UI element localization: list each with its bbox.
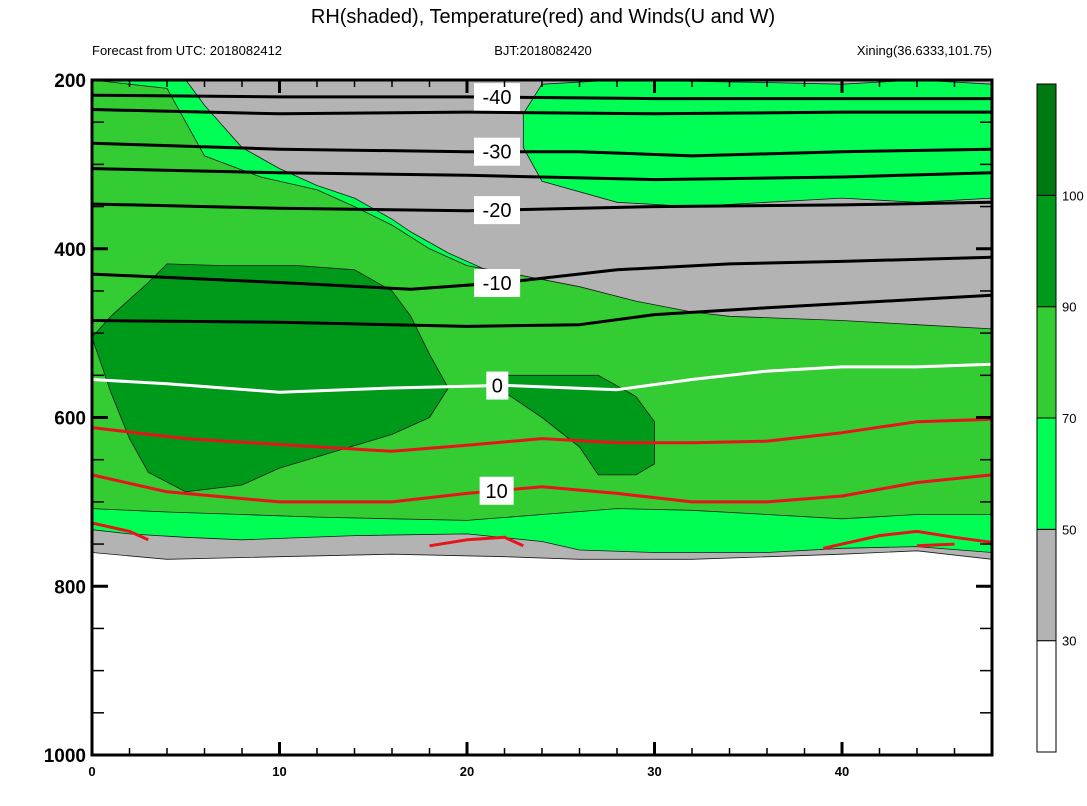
- x-tick-label-0: 0: [88, 764, 95, 779]
- colorbar-box-3: [1036, 306, 1057, 419]
- colorbar-box-5: [1036, 83, 1057, 196]
- isotherm-9: [92, 473, 992, 504]
- colorbar-label-1: 50: [1062, 522, 1076, 537]
- isotherm-3: [92, 167, 992, 182]
- isotherm-5: [92, 255, 992, 291]
- colorbar-box-4: [1036, 194, 1057, 308]
- y-tick-label-3: 800: [54, 577, 86, 598]
- chart-title: RH(shaded), Temperature(red) and Winds(U…: [311, 6, 775, 28]
- isotherm-6: [92, 293, 992, 328]
- colorbar-box-1: [1036, 528, 1057, 642]
- isotherm-label-box-5: [474, 269, 521, 298]
- colorbar-box-0: [1036, 640, 1057, 753]
- x-tick-label-4: 40: [835, 764, 849, 779]
- plot-area: -40 -30 -20 -10 0 10: [92, 80, 992, 755]
- colorbar-label-3: 90: [1062, 300, 1076, 315]
- colorbar-label-4: 100: [1062, 188, 1084, 203]
- isotherm-label-9: 10: [486, 481, 508, 503]
- forecast-subtitle: Forecast from UTC: 2018082412: [92, 43, 282, 58]
- isotherm-label-box-4: [473, 196, 520, 225]
- x-tick-label-3: 30: [647, 764, 661, 779]
- isotherm-label-box-2: [474, 137, 521, 166]
- x-tick-label-2: 20: [460, 764, 474, 779]
- isotherm-2: [92, 141, 992, 158]
- isotherm-label-2: -30: [483, 142, 512, 164]
- isotherm-label-4: -20: [483, 200, 512, 222]
- isotherm-8: [92, 417, 992, 453]
- isotherm-10: [92, 521, 149, 542]
- temperature-contour-layer: -40 -30 -20 -10 0 10: [92, 83, 992, 550]
- isotherm-label-box-7: [486, 371, 509, 400]
- y-tick-label-4: 1000: [44, 746, 86, 767]
- y-tick-label-2: 600: [54, 409, 86, 430]
- isotherm-label-0: -40: [483, 87, 512, 109]
- isotherm-1: [92, 108, 992, 116]
- rh-colorbar: 30 50 70 90 100: [1036, 83, 1084, 753]
- isotherm-7: [92, 362, 992, 394]
- x-tick-label-1: 10: [272, 764, 286, 779]
- isotherm-label-box-0: [473, 83, 520, 112]
- y-tick-label-0: 200: [54, 71, 86, 92]
- colorbar-label-0: 30: [1062, 634, 1076, 649]
- isotherm-0: [92, 93, 992, 101]
- isotherm-label-5: -10: [483, 273, 512, 295]
- isotherm-label-box-9: [479, 476, 514, 505]
- isotherm-11: [429, 535, 524, 548]
- colorbar-label-2: 70: [1062, 411, 1076, 426]
- bjt-subtitle: BJT:2018082420: [494, 43, 592, 58]
- station-subtitle: Xining(36.6333,101.75): [857, 43, 992, 58]
- isotherm-12: [822, 529, 992, 550]
- isotherm-4: [92, 200, 992, 213]
- isotherm-13: [916, 542, 955, 548]
- isotherm-label-7: 0: [492, 376, 503, 398]
- y-tick-label-1: 400: [54, 240, 86, 261]
- colorbar-box-2: [1036, 417, 1057, 530]
